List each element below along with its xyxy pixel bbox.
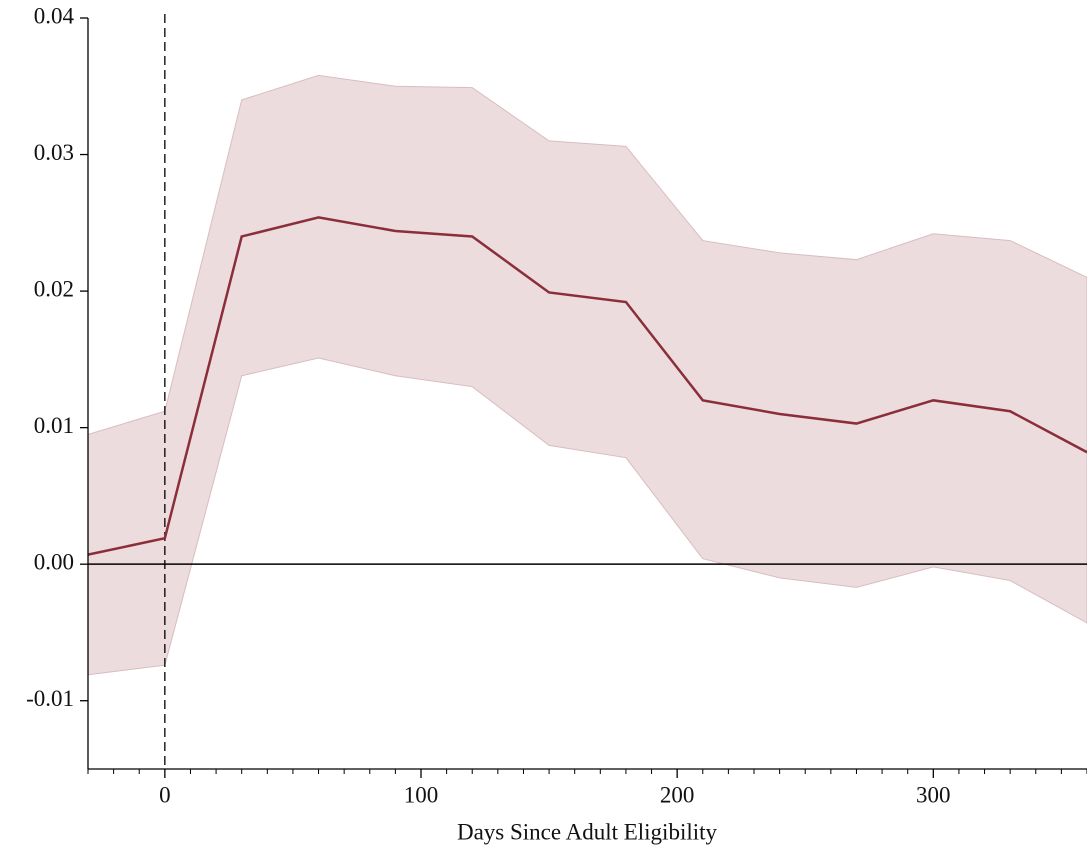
y-tick-label: 0.00 <box>34 549 74 574</box>
confidence-band <box>87 74 1087 676</box>
x-tick-label: 0 <box>159 782 171 807</box>
y-tick-label: 0.02 <box>34 276 74 301</box>
y-tick-label: 0.01 <box>34 413 74 438</box>
x-tick-label: 100 <box>404 782 439 807</box>
y-tick-label: 0.03 <box>34 140 74 165</box>
x-axis-label: Days Since Adult Eligibility <box>457 819 718 844</box>
y-tick-label: -0.01 <box>26 686 74 711</box>
x-tick-label: 200 <box>660 782 695 807</box>
x-tick-label: 300 <box>916 782 951 807</box>
y-tick-label: 0.04 <box>34 3 75 28</box>
estimate-line <box>87 216 1087 556</box>
